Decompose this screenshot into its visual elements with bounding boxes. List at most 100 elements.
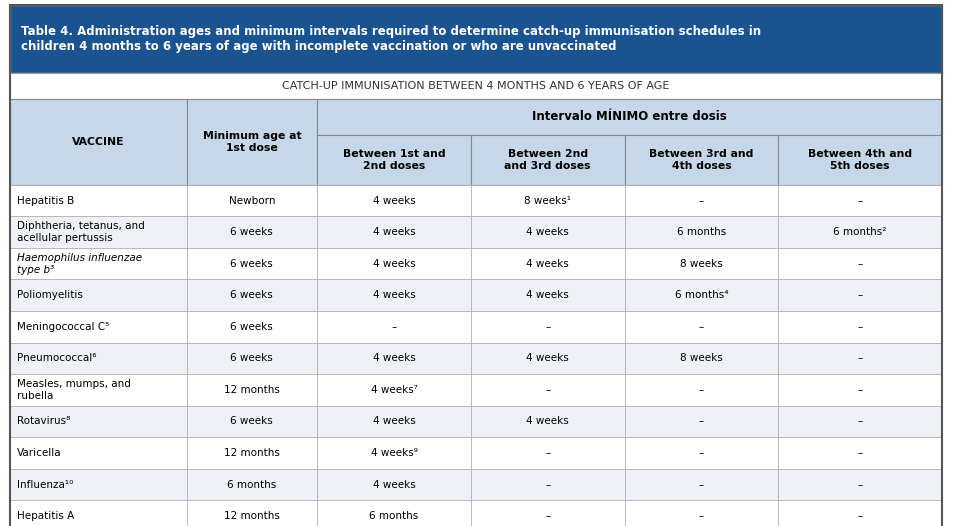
FancyBboxPatch shape	[317, 311, 470, 342]
FancyBboxPatch shape	[186, 311, 317, 342]
Text: Meningococcal C⁵: Meningococcal C⁵	[17, 322, 110, 332]
FancyBboxPatch shape	[10, 279, 186, 311]
Text: –: –	[856, 511, 862, 521]
FancyBboxPatch shape	[10, 185, 186, 216]
FancyBboxPatch shape	[317, 248, 470, 279]
FancyBboxPatch shape	[777, 500, 941, 526]
Text: Hepatitis B: Hepatitis B	[17, 196, 74, 206]
Text: Between 3rd and
4th doses: Between 3rd and 4th doses	[649, 149, 752, 170]
FancyBboxPatch shape	[777, 279, 941, 311]
Text: Between 2nd
and 3rd doses: Between 2nd and 3rd doses	[504, 149, 590, 170]
Text: –: –	[699, 511, 703, 521]
Text: Pneumococcal⁶: Pneumococcal⁶	[17, 353, 96, 363]
Text: 8 weeks¹: 8 weeks¹	[524, 196, 571, 206]
Text: 6 weeks: 6 weeks	[231, 322, 273, 332]
FancyBboxPatch shape	[777, 185, 941, 216]
FancyBboxPatch shape	[470, 469, 624, 500]
FancyBboxPatch shape	[470, 311, 624, 342]
Text: 4 weeks: 4 weeks	[526, 353, 569, 363]
FancyBboxPatch shape	[317, 500, 470, 526]
Text: –: –	[545, 480, 550, 490]
Text: –: –	[856, 480, 862, 490]
Text: –: –	[856, 448, 862, 458]
FancyBboxPatch shape	[10, 248, 186, 279]
Text: –: –	[856, 417, 862, 427]
FancyBboxPatch shape	[624, 374, 777, 406]
Text: 4 weeks: 4 weeks	[526, 417, 569, 427]
Text: Measles, mumps, and
rubella: Measles, mumps, and rubella	[17, 379, 131, 401]
FancyBboxPatch shape	[186, 374, 317, 406]
Text: 6 months⁴: 6 months⁴	[674, 290, 727, 300]
FancyBboxPatch shape	[10, 5, 941, 73]
FancyBboxPatch shape	[470, 279, 624, 311]
Text: Intervalo MÍNIMO entre dosis: Intervalo MÍNIMO entre dosis	[531, 110, 726, 123]
Text: –: –	[699, 322, 703, 332]
FancyBboxPatch shape	[624, 185, 777, 216]
FancyBboxPatch shape	[10, 216, 186, 248]
Text: Rotavirus⁸: Rotavirus⁸	[17, 417, 70, 427]
FancyBboxPatch shape	[624, 500, 777, 526]
Text: 6 weeks: 6 weeks	[231, 227, 273, 237]
Text: CATCH-UP IMMUNISATION BETWEEN 4 MONTHS AND 6 YEARS OF AGE: CATCH-UP IMMUNISATION BETWEEN 4 MONTHS A…	[282, 80, 669, 90]
FancyBboxPatch shape	[777, 248, 941, 279]
Text: –: –	[699, 385, 703, 395]
Text: –: –	[699, 417, 703, 427]
Text: 4 weeks⁹: 4 weeks⁹	[370, 448, 417, 458]
Text: 6 months: 6 months	[227, 480, 276, 490]
Text: –: –	[545, 511, 550, 521]
FancyBboxPatch shape	[777, 342, 941, 374]
FancyBboxPatch shape	[317, 279, 470, 311]
FancyBboxPatch shape	[186, 216, 317, 248]
FancyBboxPatch shape	[624, 279, 777, 311]
FancyBboxPatch shape	[317, 216, 470, 248]
Text: Between 1st and
2nd doses: Between 1st and 2nd doses	[342, 149, 445, 170]
FancyBboxPatch shape	[624, 406, 777, 437]
Text: 4 weeks: 4 weeks	[526, 259, 569, 269]
Text: 6 months²: 6 months²	[832, 227, 886, 237]
Text: Varicella: Varicella	[17, 448, 62, 458]
Text: 4 weeks: 4 weeks	[526, 290, 569, 300]
Text: –: –	[391, 322, 396, 332]
FancyBboxPatch shape	[186, 248, 317, 279]
FancyBboxPatch shape	[470, 342, 624, 374]
FancyBboxPatch shape	[777, 216, 941, 248]
Text: –: –	[856, 290, 862, 300]
Text: –: –	[699, 196, 703, 206]
FancyBboxPatch shape	[777, 406, 941, 437]
Text: Minimum age at
1st dose: Minimum age at 1st dose	[203, 131, 301, 153]
Text: 4 weeks⁷: 4 weeks⁷	[370, 385, 417, 395]
Text: –: –	[699, 448, 703, 458]
FancyBboxPatch shape	[777, 469, 941, 500]
FancyBboxPatch shape	[10, 437, 186, 469]
FancyBboxPatch shape	[10, 311, 186, 342]
FancyBboxPatch shape	[777, 311, 941, 342]
Text: 6 weeks: 6 weeks	[231, 417, 273, 427]
Text: Influenza¹⁰: Influenza¹⁰	[17, 480, 73, 490]
FancyBboxPatch shape	[624, 311, 777, 342]
FancyBboxPatch shape	[470, 437, 624, 469]
FancyBboxPatch shape	[10, 406, 186, 437]
FancyBboxPatch shape	[186, 99, 317, 185]
FancyBboxPatch shape	[317, 406, 470, 437]
FancyBboxPatch shape	[317, 135, 470, 185]
FancyBboxPatch shape	[10, 500, 186, 526]
Text: Diphtheria, tetanus, and
acellular pertussis: Diphtheria, tetanus, and acellular pertu…	[17, 221, 145, 243]
Text: 6 weeks: 6 weeks	[231, 353, 273, 363]
FancyBboxPatch shape	[317, 185, 470, 216]
FancyBboxPatch shape	[317, 437, 470, 469]
Text: 4 weeks: 4 weeks	[372, 353, 415, 363]
FancyBboxPatch shape	[317, 99, 941, 135]
FancyBboxPatch shape	[186, 279, 317, 311]
Text: 6 weeks: 6 weeks	[231, 259, 273, 269]
Text: 6 months: 6 months	[677, 227, 726, 237]
FancyBboxPatch shape	[317, 469, 470, 500]
FancyBboxPatch shape	[186, 406, 317, 437]
Text: 12 months: 12 months	[224, 385, 280, 395]
Text: –: –	[856, 322, 862, 332]
FancyBboxPatch shape	[624, 342, 777, 374]
Text: Haemophilus influenzae
type b³: Haemophilus influenzae type b³	[17, 253, 142, 275]
Text: 4 weeks: 4 weeks	[372, 480, 415, 490]
Text: –: –	[545, 448, 550, 458]
FancyBboxPatch shape	[470, 500, 624, 526]
FancyBboxPatch shape	[470, 135, 624, 185]
